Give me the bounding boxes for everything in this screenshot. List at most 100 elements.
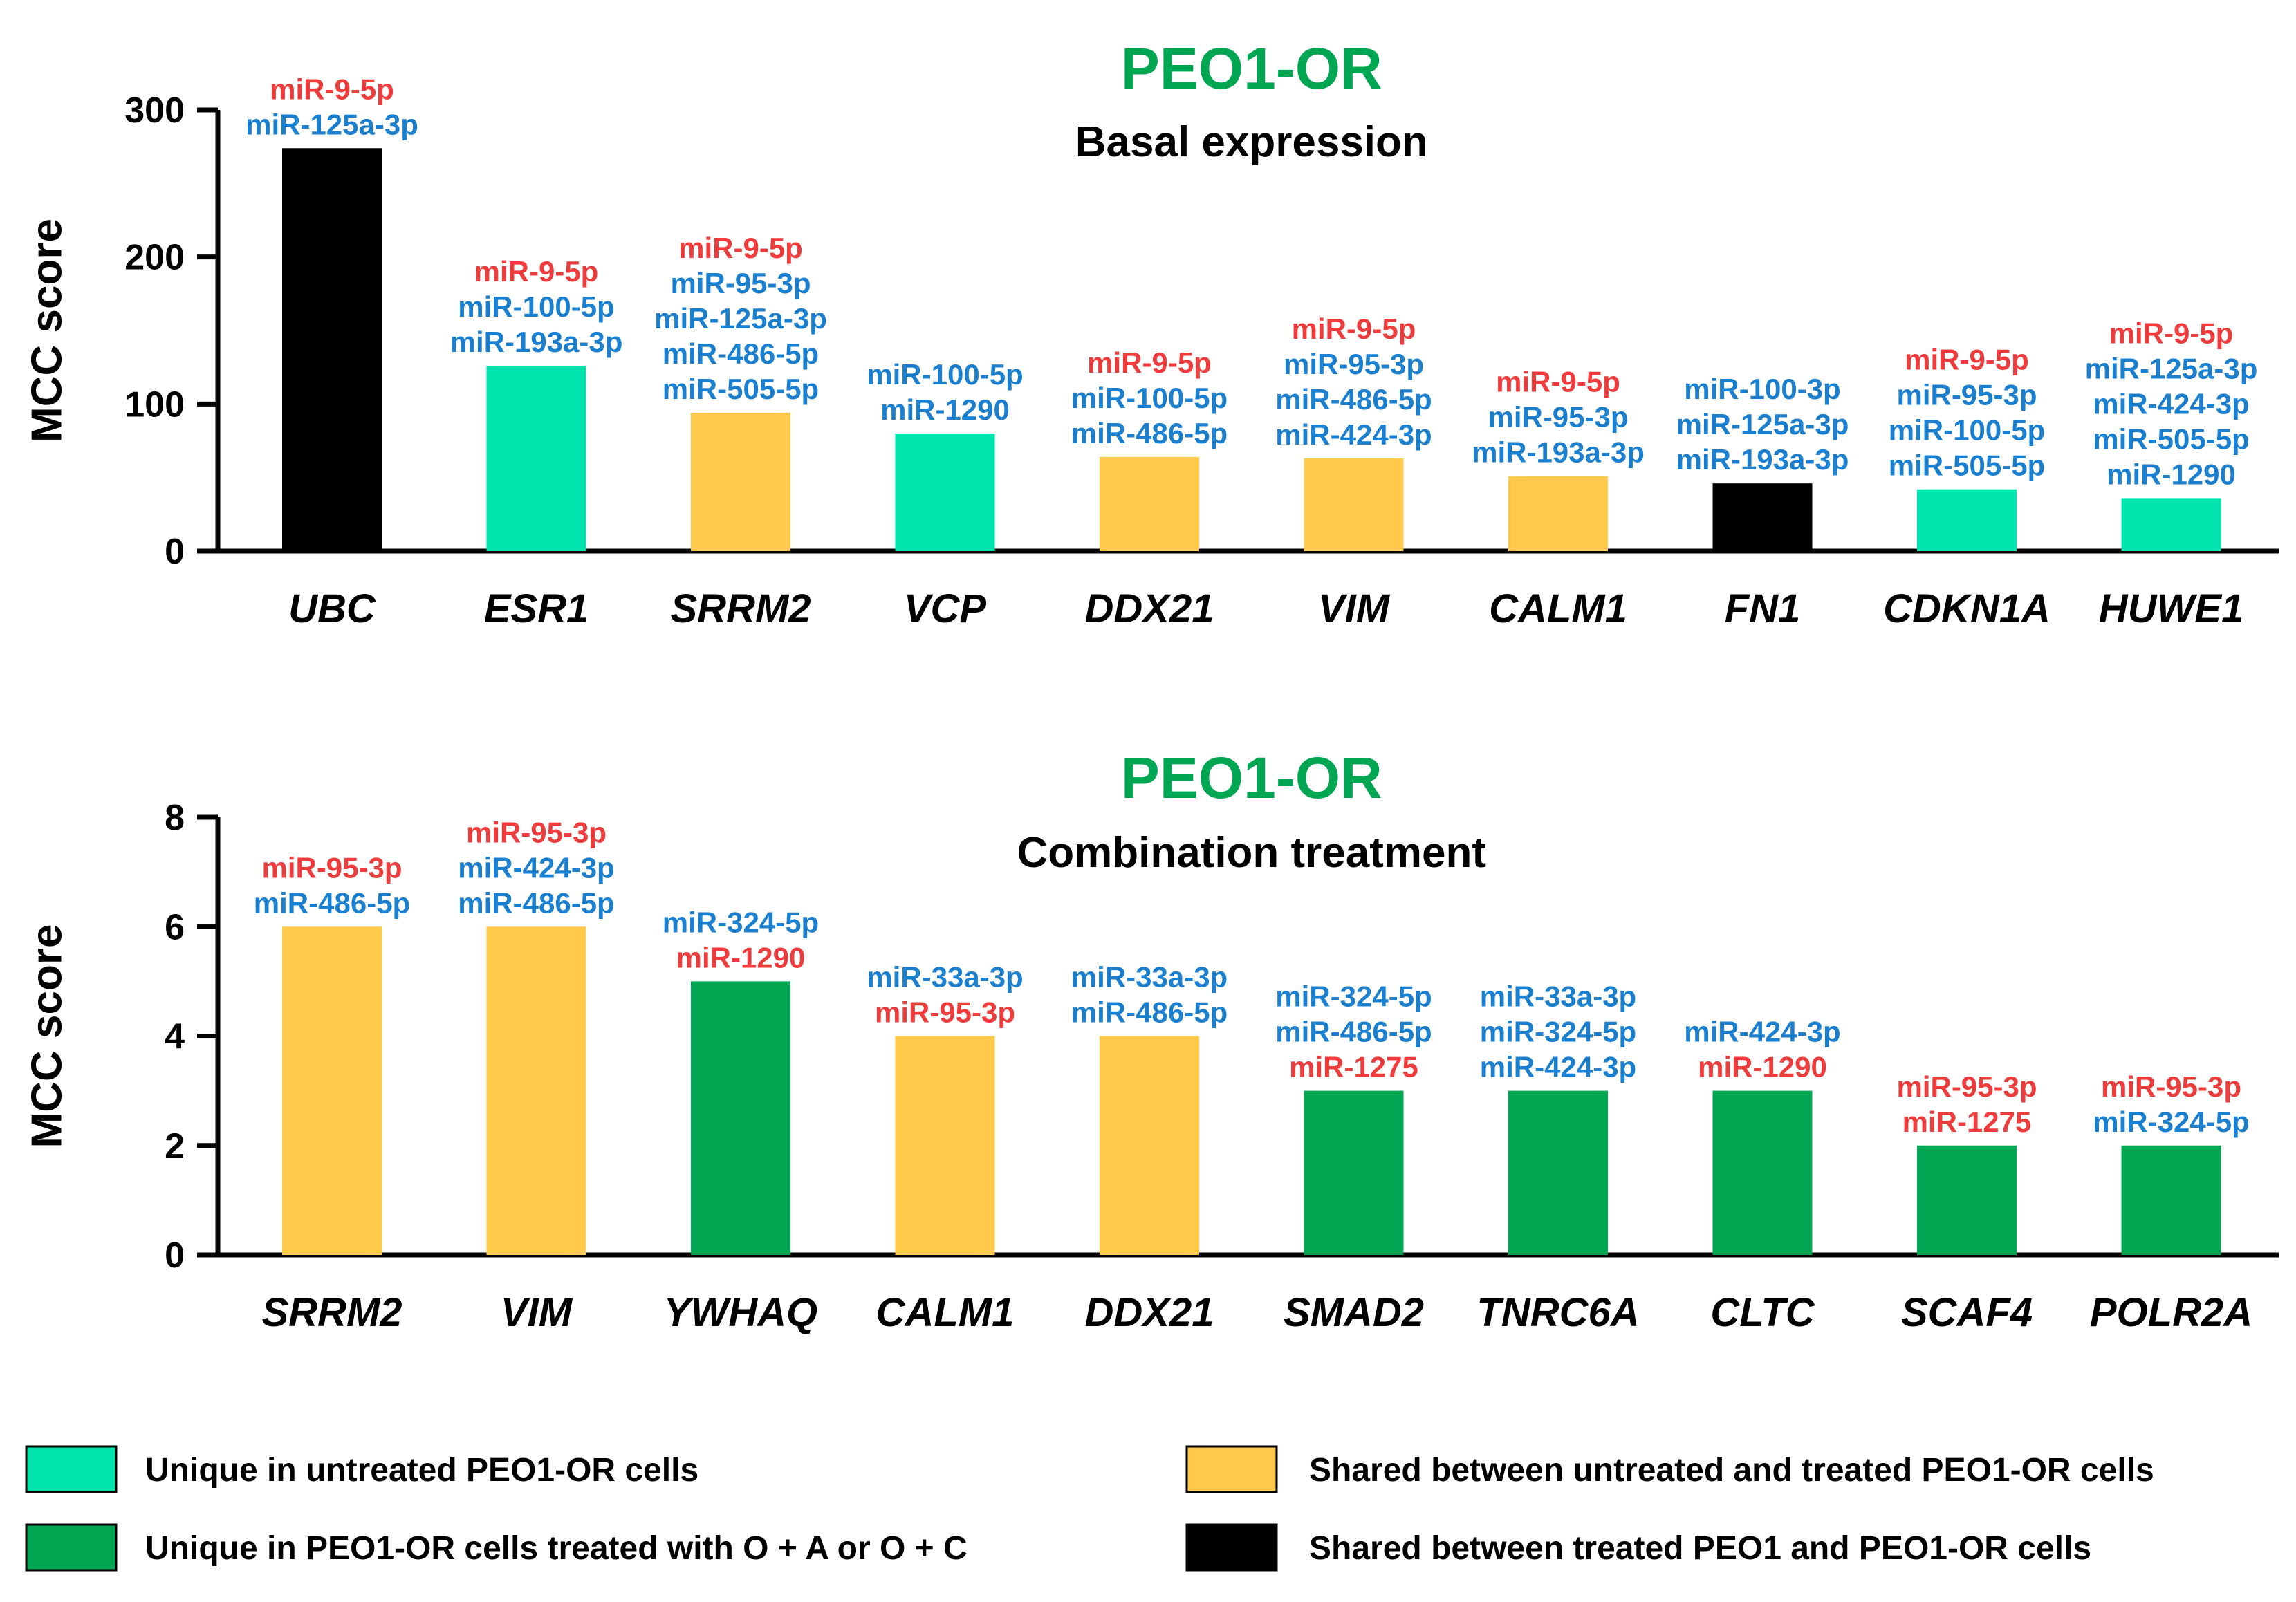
mirna-label-mir-33a-3p: miR-33a-3p bbox=[867, 961, 1023, 994]
category-label-srrm2: SRRM2 bbox=[261, 1290, 402, 1335]
mirna-label-mir-100-5p: miR-100-5p bbox=[867, 358, 1023, 391]
bar-ywhaq bbox=[691, 981, 790, 1255]
mirna-label-mir-100-5p: miR-100-5p bbox=[1889, 414, 2045, 447]
legend-label-shared-peo1: Shared between treated PEO1 and PEO1-OR … bbox=[1309, 1530, 2091, 1567]
mirna-label-mir-125a-3p: miR-125a-3p bbox=[654, 302, 827, 335]
mirna-label-mir-33a-3p: miR-33a-3p bbox=[1071, 961, 1228, 994]
mirna-label-mir-324-5p: miR-324-5p bbox=[1275, 980, 1432, 1013]
category-label-ddx21: DDX21 bbox=[1085, 586, 1214, 631]
category-label-scaf4: SCAF4 bbox=[1901, 1290, 2033, 1335]
mirna-label-mir-486-5p: miR-486-5p bbox=[1071, 417, 1228, 449]
mirna-label-mir-193a-3p: miR-193a-3p bbox=[1676, 443, 1849, 476]
legend-item-shared-peo1: Shared between treated PEO1 and PEO1-OR … bbox=[1185, 1523, 2091, 1572]
bar-ddx21 bbox=[1100, 1036, 1199, 1255]
y-tick-label: 4 bbox=[165, 1017, 185, 1057]
mirna-label-mir-486-5p: miR-486-5p bbox=[663, 337, 819, 370]
mirna-label-mir-9-5p: miR-9-5p bbox=[1496, 366, 1620, 398]
bar-srrm2 bbox=[691, 413, 790, 551]
mirna-label-mir-1290: miR-1290 bbox=[1698, 1051, 1827, 1083]
y-tick-label: 100 bbox=[124, 384, 185, 425]
legend-swatch-unique-treated bbox=[25, 1523, 118, 1572]
category-label-esr1: ESR1 bbox=[484, 586, 589, 631]
legend-swatch-shared-peo1 bbox=[1185, 1523, 1278, 1572]
chart-title: PEO1-OR bbox=[1121, 36, 1382, 101]
category-label-srrm2: SRRM2 bbox=[670, 586, 811, 631]
mirna-label-mir-95-3p: miR-95-3p bbox=[670, 267, 811, 299]
bar-smad2 bbox=[1304, 1090, 1404, 1255]
category-label-ddx21: DDX21 bbox=[1085, 1290, 1214, 1335]
chart-title: PEO1-OR bbox=[1121, 745, 1382, 810]
mirna-label-mir-9-5p: miR-9-5p bbox=[270, 73, 394, 105]
mirna-label-mir-486-5p: miR-486-5p bbox=[1275, 1016, 1432, 1048]
mirna-label-mir-100-3p: miR-100-3p bbox=[1684, 373, 1840, 405]
legend-swatch-unique-untreated bbox=[25, 1445, 118, 1493]
y-tick-label: 0 bbox=[165, 1236, 185, 1276]
bar-calm1 bbox=[895, 1036, 995, 1255]
mirna-label-mir-125a-3p: miR-125a-3p bbox=[246, 108, 418, 140]
mirna-label-mir-486-5p: miR-486-5p bbox=[1275, 383, 1432, 416]
category-label-tnrc6a: TNRC6A bbox=[1476, 1290, 1639, 1335]
bar-vcp bbox=[895, 433, 995, 551]
mirna-label-mir-95-3p: miR-95-3p bbox=[1896, 379, 2037, 411]
mirna-label-mir-324-5p: miR-324-5p bbox=[663, 906, 819, 938]
y-tick-label: 300 bbox=[124, 91, 185, 131]
bar-vim bbox=[1304, 458, 1404, 551]
legend-label-unique-untreated: Unique in untreated PEO1-OR cells bbox=[145, 1452, 698, 1489]
category-label-ubc: UBC bbox=[288, 586, 376, 631]
bar-cltc bbox=[1712, 1090, 1813, 1255]
mirna-label-mir-505-5p: miR-505-5p bbox=[1889, 449, 2045, 482]
chart-basal-expression: PEO1-OR Basal expression MCC score 0 100 200 3… bbox=[23, 36, 2279, 631]
mirna-label-mir-324-5p: miR-324-5p bbox=[2093, 1106, 2249, 1138]
legend: Unique in untreated PEO1-OR cells Shared… bbox=[25, 1445, 2154, 1572]
mirna-label-mir-95-3p: miR-95-3p bbox=[466, 816, 607, 848]
category-label-calm1: CALM1 bbox=[1489, 586, 1627, 631]
legend-swatch-shared-untreated-treated bbox=[1185, 1445, 1278, 1493]
category-label-huwe1: HUWE1 bbox=[2099, 586, 2243, 631]
mirna-label-mir-95-3p: miR-95-3p bbox=[875, 996, 1015, 1029]
mirna-label-mir-95-3p: miR-95-3p bbox=[1284, 348, 1424, 380]
y-tick-label: 2 bbox=[165, 1126, 185, 1166]
mirna-label-mir-424-3p: miR-424-3p bbox=[1275, 418, 1432, 451]
category-label-vim: VIM bbox=[501, 1290, 573, 1335]
category-label-vim: VIM bbox=[1318, 586, 1391, 631]
mirna-label-mir-505-5p: miR-505-5p bbox=[2093, 422, 2249, 455]
category-label-cltc: CLTC bbox=[1710, 1290, 1815, 1335]
y-axis-label: MCC score bbox=[23, 218, 71, 443]
mirna-label-mir-424-3p: miR-424-3p bbox=[2093, 387, 2249, 420]
category-label-vcp: VCP bbox=[904, 586, 987, 631]
category-label-fn1: FN1 bbox=[1725, 586, 1801, 631]
bar-ubc bbox=[282, 148, 382, 551]
mirna-label-mir-1275: miR-1275 bbox=[1902, 1106, 2032, 1138]
mirna-label-mir-95-3p: miR-95-3p bbox=[1896, 1070, 2037, 1103]
bar-esr1 bbox=[486, 366, 586, 551]
y-tick-label: 6 bbox=[165, 907, 185, 947]
legend-item-unique-untreated: Unique in untreated PEO1-OR cells bbox=[25, 1445, 698, 1493]
category-label-smad2: SMAD2 bbox=[1284, 1290, 1424, 1335]
mirna-label-mir-486-5p: miR-486-5p bbox=[1071, 996, 1228, 1029]
mirna-label-mir-424-3p: miR-424-3p bbox=[1684, 1016, 1840, 1048]
mirna-label-mir-95-3p: miR-95-3p bbox=[1488, 401, 1628, 434]
mirna-label-mir-1290: miR-1290 bbox=[676, 941, 806, 974]
mirna-label-mir-95-3p: miR-95-3p bbox=[261, 851, 402, 884]
category-label-cdkn1a: CDKN1A bbox=[1883, 586, 2050, 631]
bar-tnrc6a bbox=[1508, 1090, 1608, 1255]
legend-label-unique-treated: Unique in PEO1-OR cells treated with O +… bbox=[145, 1530, 968, 1567]
bar-ddx21 bbox=[1100, 456, 1199, 551]
mirna-label-mir-9-5p: miR-9-5p bbox=[1905, 344, 2029, 376]
mirna-label-mir-424-3p: miR-424-3p bbox=[458, 851, 614, 884]
mirna-label-mir-9-5p: miR-9-5p bbox=[678, 232, 803, 264]
bar-srrm2 bbox=[282, 926, 382, 1255]
category-label-ywhaq: YWHAQ bbox=[664, 1290, 817, 1335]
category-label-polr2a: POLR2A bbox=[2090, 1290, 2252, 1335]
mirna-label-mir-424-3p: miR-424-3p bbox=[1480, 1051, 1636, 1083]
mirna-label-mir-193a-3p: miR-193a-3p bbox=[1472, 436, 1645, 469]
bar-fn1 bbox=[1712, 483, 1813, 551]
y-axis-label: MCC score bbox=[23, 924, 71, 1148]
mirna-label-mir-1290: miR-1290 bbox=[2107, 458, 2236, 490]
bar-vim bbox=[486, 926, 586, 1255]
mirna-label-mir-100-5p: miR-100-5p bbox=[1071, 382, 1228, 414]
chart-combination-treatment: PEO1-OR Combination treatment MCC score 0 2 4… bbox=[23, 745, 2279, 1335]
mirna-label-mir-33a-3p: miR-33a-3p bbox=[1480, 980, 1636, 1013]
mirna-label-mir-193a-3p: miR-193a-3p bbox=[450, 326, 623, 358]
